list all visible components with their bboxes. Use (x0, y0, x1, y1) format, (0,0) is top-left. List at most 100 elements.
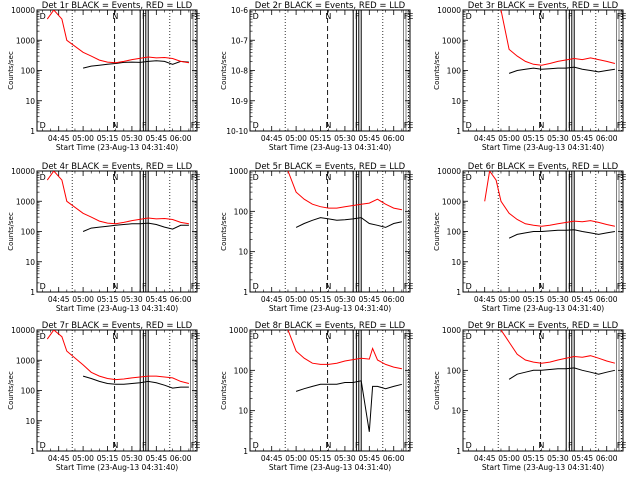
y-tick-label: 10000 (437, 6, 461, 15)
chart-panel-8: Det 8r BLACK = Events, RED = LLD 1 10 100 10… (220, 321, 413, 472)
x-tick-label: 05:15 (523, 295, 545, 304)
x-tick-label: 05:30 (121, 295, 143, 304)
region-label: D (253, 332, 259, 341)
region-label: N (538, 121, 544, 130)
region-label: D (466, 173, 472, 182)
y-tick-label: 100 (21, 387, 36, 396)
x-tick-label: 04:45 (261, 295, 283, 304)
y-axis-label: Counts/sec (220, 371, 228, 410)
region-label: D (466, 441, 472, 450)
x-tick-label: 05:30 (334, 454, 356, 463)
x-tick-label: 04:45 (474, 134, 496, 143)
region-label: D (466, 121, 472, 130)
chart-title: Det 1r BLACK = Events, RED = LLD (42, 1, 193, 11)
series-line-events (295, 217, 403, 228)
series-line-lld (500, 10, 616, 66)
x-axis-label: Start Time (23-Aug-13 04:31:40) (482, 463, 604, 472)
x-tick-label: 06:00 (596, 134, 618, 143)
x-tick-label: 05:45 (146, 134, 168, 143)
x-tick-label: 04:45 (48, 295, 70, 304)
y-axis-label: Counts/sec (7, 212, 15, 251)
x-tick-label: 05:45 (359, 295, 381, 304)
region-label: N (325, 121, 331, 130)
x-tick-label: 05:15 (523, 134, 545, 143)
plot-frame (36, 329, 198, 452)
y-tick-label: 10-8 (231, 67, 248, 76)
x-tick-label: 04:45 (48, 454, 70, 463)
y-tick-label: 1 (243, 447, 248, 456)
region-label: F (142, 441, 147, 450)
plot-frame (462, 329, 624, 452)
x-tick-label: 05:30 (547, 295, 569, 304)
region-label: F (568, 121, 573, 130)
region-label: N (538, 12, 544, 21)
series-line-events (82, 222, 189, 232)
x-axis-label: Start Time (23-Aug-13 04:31:40) (269, 143, 391, 152)
series-line-events (508, 66, 615, 74)
region-label: N (325, 441, 331, 450)
region-label: N (325, 282, 331, 291)
chart-title: Det 6r BLACK = Events, RED = LLD (468, 162, 619, 172)
y-tick-label: 10000 (437, 167, 461, 176)
series-line-lld (46, 330, 190, 384)
x-tick-label: 04:45 (261, 454, 283, 463)
chart-panel-5: Det 5r BLACK = Events, RED = LLD 1 10 100 10… (220, 162, 413, 313)
y-axis-label: Counts/sec (433, 51, 441, 90)
y-tick-label: 10-10 (226, 127, 248, 136)
y-tick-label: 10 (25, 258, 35, 267)
y-tick-label: 10-6 (231, 6, 248, 15)
region-label: N (112, 12, 118, 21)
region-label: FE (191, 173, 201, 182)
series-line-events (295, 380, 403, 432)
chart-title: Det 7r BLACK = Events, RED = LLD (42, 321, 193, 331)
x-tick-label: 05:00 (285, 295, 307, 304)
chart-title: Det 3r BLACK = Events, RED = LLD (468, 1, 619, 11)
region-label: D (466, 12, 472, 21)
y-axis-label: Counts/sec (220, 51, 228, 90)
region-label: N (325, 332, 331, 341)
series-line-events (82, 60, 189, 69)
region-label: N (325, 12, 331, 21)
x-tick-label: 05:30 (547, 134, 569, 143)
x-axis-label: Start Time (23-Aug-13 04:31:40) (269, 463, 391, 472)
y-tick-label: 10 (238, 248, 248, 257)
x-tick-label: 05:00 (285, 454, 307, 463)
x-axis-label: Start Time (23-Aug-13 04:31:40) (482, 143, 604, 152)
region-label: N (112, 173, 118, 182)
series-line-lld (46, 171, 189, 225)
y-tick-label: 1000 (16, 36, 35, 45)
x-tick-label: 05:45 (572, 134, 594, 143)
region-label: FE (617, 173, 627, 182)
x-tick-label: 06:00 (383, 134, 405, 143)
region-label: F (142, 282, 147, 291)
y-tick-label: 1000 (442, 197, 461, 206)
region-label: FE (617, 441, 627, 450)
region-label: N (538, 332, 544, 341)
series-line-lld (500, 330, 616, 364)
x-tick-label: 06:00 (170, 134, 192, 143)
series-line-lld (287, 330, 402, 370)
y-tick-label: 10 (25, 417, 35, 426)
region-label: F (355, 332, 360, 341)
y-tick-label: 100 (234, 366, 249, 375)
y-tick-label: 1000 (16, 356, 35, 365)
series-line-events (82, 375, 189, 389)
x-axis-label: Start Time (23-Aug-13 04:31:40) (269, 304, 391, 313)
region-label: FE (617, 12, 627, 21)
y-tick-label: 1000 (442, 36, 461, 45)
x-tick-label: 05:00 (498, 134, 520, 143)
y-tick-label: 10 (25, 97, 35, 106)
chart-panel-6: Det 6r BLACK = Events, RED = LLD 1 10 100 10… (433, 162, 626, 313)
x-tick-label: 06:00 (596, 454, 618, 463)
region-label: D (40, 12, 46, 21)
chart-panel-7: Det 7r BLACK = Events, RED = LLD 1 10 100 10… (7, 321, 200, 472)
region-label: FE (404, 441, 414, 450)
region-label: FE (404, 121, 414, 130)
region-label: D (466, 332, 472, 341)
region-label: N (538, 282, 544, 291)
y-tick-label: 10-7 (231, 36, 248, 45)
region-label: F (355, 121, 360, 130)
y-tick-label: 100 (21, 67, 36, 76)
x-tick-label: 05:45 (146, 295, 168, 304)
x-tick-label: 04:45 (474, 454, 496, 463)
